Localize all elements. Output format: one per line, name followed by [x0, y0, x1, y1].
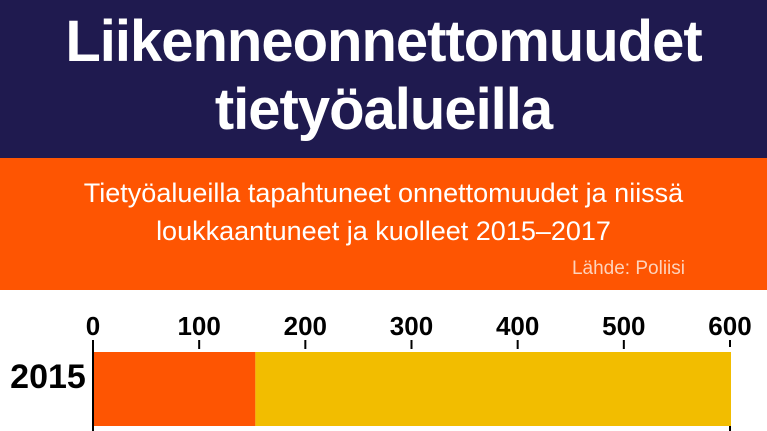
x-tick-label: 0: [86, 311, 100, 341]
bar-chart: 0 100 200 300 400 500 600 2015: [10, 311, 752, 431]
subtitle-banner: Tietyöalueilla tapahtuneet onnettomuudet…: [0, 158, 767, 290]
category-label: 2015: [10, 358, 86, 396]
x-tick-label: 600: [708, 311, 751, 341]
x-tick-label: 500: [602, 311, 645, 341]
bar-segment: [255, 352, 731, 426]
x-tick-label: 100: [177, 311, 220, 341]
bar-segment: [94, 352, 256, 426]
x-tick-label: 400: [496, 311, 539, 341]
x-tick-label: 200: [284, 311, 327, 341]
source-label: Lähde: Poliisi: [571, 258, 685, 279]
x-tick-label: 300: [390, 311, 433, 341]
page-title: Liikenneonnettomuudet tietyöalueilla: [65, 9, 702, 142]
subtitle: Tietyöalueilla tapahtuneet onnettomuudet…: [83, 178, 684, 246]
title-banner: Liikenneonnettomuudet tietyöalueilla: [0, 0, 767, 158]
